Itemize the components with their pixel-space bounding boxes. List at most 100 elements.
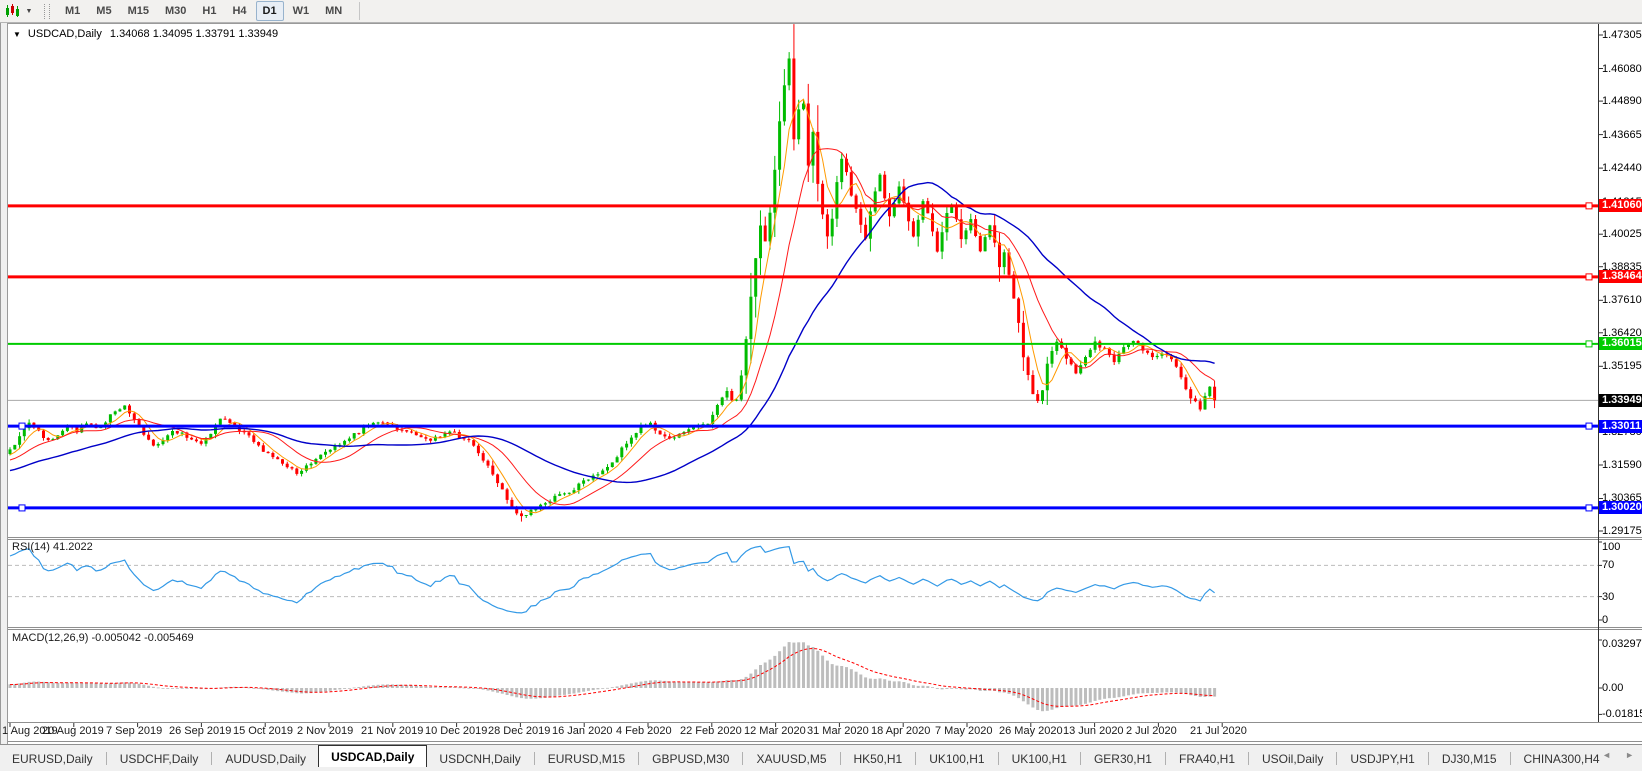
price-tick-label: 1.44890 <box>1602 95 1642 107</box>
tab-divider <box>915 752 917 765</box>
current-price-badge: 1.33949 <box>1599 394 1642 407</box>
chart-tab-xauusd-m5[interactable]: XAUUSD,M5 <box>756 751 827 766</box>
tab-scroll-left-icon[interactable]: ◄ <box>1602 750 1612 760</box>
rsi-axis-label: 0 <box>1602 614 1609 626</box>
symbol-menu-arrow-icon[interactable]: ▼ <box>13 29 21 39</box>
moving-average-13 <box>9 148 1215 506</box>
chart-tab-usdcad-daily[interactable]: USDCAD,Daily <box>318 745 428 768</box>
moving-average-5 <box>9 98 1215 514</box>
tab-divider <box>638 752 640 765</box>
date-label: 16 Jan 2020 <box>552 725 613 737</box>
chart-tab-ger30-h1[interactable]: GER30,H1 <box>1093 751 1152 766</box>
candlesticks <box>8 24 1217 522</box>
panel-borders <box>0 23 1642 742</box>
chart-tab-fra40-h1[interactable]: FRA40,H1 <box>1178 751 1236 766</box>
horizontal-line-1.30020[interactable] <box>8 504 1598 512</box>
axis-tick-marks <box>9 34 1603 727</box>
macd-histogram <box>8 642 1217 712</box>
rsi-line <box>9 545 1215 614</box>
date-label: 31 Mar 2020 <box>807 725 869 737</box>
date-label: 2 Nov 2019 <box>297 725 354 737</box>
chart-tab-usdcnh-daily[interactable]: USDCNH,Daily <box>439 751 521 766</box>
date-label: 7 May 2020 <box>935 725 993 737</box>
chart-tab-usoil-daily[interactable]: USOil,Daily <box>1262 751 1324 766</box>
timeframe-buttons: M1 M5 M15 M30 H1 H4 D1 W1 MN <box>57 1 350 21</box>
rsi-panel-label: RSI(14) 41.2022 <box>12 541 93 553</box>
chart-style-dropdown-arrow-icon[interactable]: ▼ <box>25 7 33 15</box>
timeframe-button-h4[interactable]: H4 <box>232 5 247 17</box>
tab-scroll-controls: ◄ ► <box>1602 750 1634 760</box>
timeframe-button-m1[interactable]: M1 <box>65 5 81 17</box>
tab-divider <box>533 752 535 765</box>
chart-symbol-label: USDCAD,Daily <box>27 28 102 40</box>
price-line-badge: 1.33011 <box>1599 420 1642 433</box>
chart-style-icon[interactable] <box>3 2 23 20</box>
tab-divider <box>1509 752 1511 765</box>
rsi-axis-label: 100 <box>1602 541 1621 553</box>
toolbar-separator <box>359 2 361 20</box>
horizontal-line-1.38464[interactable] <box>8 273 1598 281</box>
price-tick-label: 1.31590 <box>1602 459 1642 471</box>
chart-tab-dj30-m15[interactable]: DJ30,M15 <box>1441 751 1497 766</box>
date-label: 20 Aug 2019 <box>42 725 104 737</box>
chart-tab-uk100-h1[interactable]: UK100,H1 <box>929 751 985 766</box>
horizontal-line-1.33011[interactable] <box>8 422 1598 430</box>
timeframe-button-m15[interactable]: M15 <box>127 5 149 17</box>
rsi-axis-label: 30 <box>1602 591 1615 603</box>
price-tick-label: 1.37610 <box>1602 294 1642 306</box>
tab-scroll-right-icon[interactable]: ► <box>1625 750 1634 760</box>
chart-tab-gbpusd-m30[interactable]: GBPUSD,M30 <box>652 751 730 766</box>
chart-tab-bar: EURUSD,Daily USDCHF,Daily AUDUSD,Daily USDC… <box>0 744 1642 768</box>
price-line-badge: 1.30020 <box>1599 501 1642 514</box>
tab-divider <box>105 752 107 765</box>
horizontal-line-1.41060[interactable] <box>8 202 1598 210</box>
price-tick-label: 1.29175 <box>1602 525 1642 537</box>
tab-divider <box>1427 752 1429 765</box>
macd-panel-label: MACD(12,26,9) -0.005042 -0.005469 <box>12 632 194 644</box>
date-label: 7 Sep 2019 <box>106 725 163 737</box>
tab-divider <box>1336 752 1338 765</box>
timeframe-button-m5[interactable]: M5 <box>96 5 112 17</box>
price-tick-label: 1.43665 <box>1602 129 1642 141</box>
macd-axis-label: -0.018154 <box>1602 708 1642 720</box>
date-label: 15 Oct 2019 <box>233 725 293 737</box>
chart-tab-usdjpy-h1[interactable]: USDJPY,H1 <box>1350 751 1415 766</box>
tab-divider <box>742 752 744 765</box>
chart-tab-hk50-h1[interactable]: HK50,H1 <box>853 751 903 766</box>
window-left-border <box>0 23 8 766</box>
timeframe-button-mn[interactable]: MN <box>325 5 343 17</box>
date-label: 28 Dec 2019 <box>488 725 551 737</box>
chart-tab-audusd-daily[interactable]: AUDUSD,Daily <box>225 751 307 766</box>
date-label: 26 Sep 2019 <box>169 725 232 737</box>
macd-signal-line <box>9 647 1215 707</box>
chart-tab-china300-h4[interactable]: CHINA300,H4 <box>1523 751 1600 766</box>
chart-tab-eurusd-m15[interactable]: EURUSD,M15 <box>547 751 626 766</box>
chart-ohlc-quotes: 1.34068 1.34095 1.33791 1.33949 <box>109 28 279 40</box>
timeframe-button-h1[interactable]: H1 <box>202 5 217 17</box>
price-tick-label: 1.42440 <box>1602 162 1642 174</box>
rsi-axis-label: 70 <box>1602 559 1615 571</box>
date-label: 10 Dec 2019 <box>425 725 488 737</box>
chart-title: ▼ USDCAD,Daily 1.34068 1.34095 1.33791 1… <box>13 28 278 40</box>
chart-tab-uk100-h1[interactable]: UK100,H1 <box>1011 751 1067 766</box>
tab-divider <box>1164 752 1166 765</box>
tab-divider <box>211 752 213 765</box>
date-label: 26 May 2020 <box>999 725 1063 737</box>
timeframe-button-d1[interactable]: D1 <box>255 1 284 21</box>
timeframe-button-w1[interactable]: W1 <box>292 5 310 17</box>
date-label: 2 Jul 2020 <box>1126 725 1177 737</box>
timeframe-button-m30[interactable]: M30 <box>164 5 187 17</box>
date-label: 1 Aug 2019 <box>2 725 58 737</box>
chart-tab-usdchf-daily[interactable]: USDCHF,Daily <box>119 751 199 766</box>
toolbar-grip-handle[interactable] <box>44 3 50 19</box>
chart-tab-eurusd-daily[interactable]: EURUSD,Daily <box>12 751 93 766</box>
date-label: 21 Jul 2020 <box>1190 725 1247 737</box>
horizontal-line-1.36015[interactable] <box>8 340 1598 348</box>
price-tick-label: 1.35195 <box>1602 360 1642 372</box>
macd-axis-label: 0.00 <box>1602 682 1624 694</box>
price-tick-label: 1.40025 <box>1602 228 1642 240</box>
date-label: 22 Feb 2020 <box>680 725 742 737</box>
date-label: 21 Nov 2019 <box>361 725 424 737</box>
